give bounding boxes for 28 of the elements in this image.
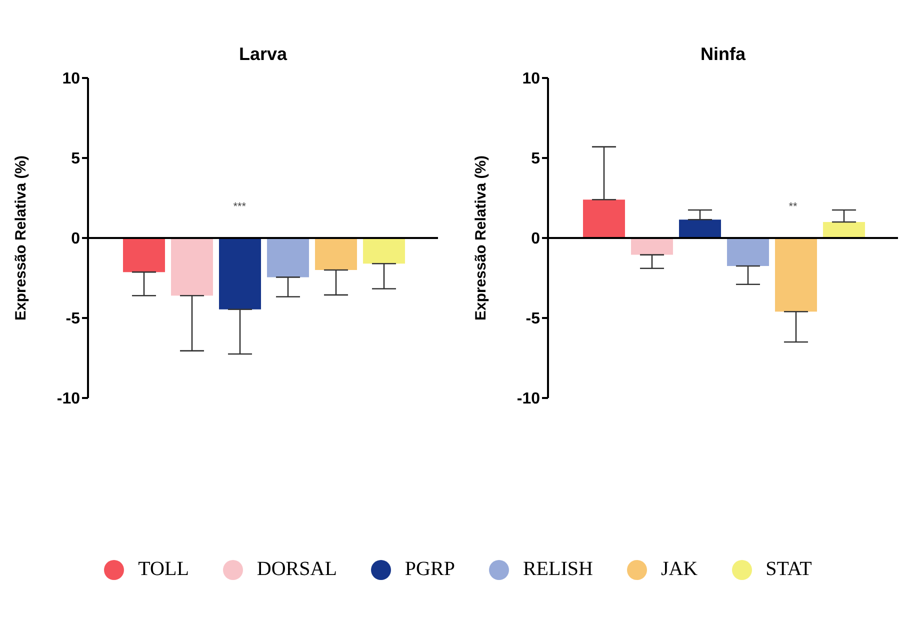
bar — [775, 238, 817, 312]
y-axis-title: Expressão Relativa (%) — [472, 155, 490, 321]
bar — [679, 220, 721, 238]
y-tick-label: -5 — [66, 310, 80, 328]
legend-label: DORSAL — [256, 558, 337, 581]
legend-label: STAT — [766, 558, 812, 581]
y-tick-label: -10 — [56, 390, 80, 408]
y-tick-label: 0 — [531, 230, 540, 248]
y-tick-label: 10 — [62, 70, 80, 88]
legend-label: RELISH — [522, 558, 593, 581]
bar — [631, 238, 673, 255]
y-tick-label: -10 — [516, 390, 540, 408]
y-tick-label: 0 — [71, 230, 80, 248]
legend-label: JAK — [660, 558, 698, 581]
y-tick-label: 5 — [71, 150, 80, 168]
annotation: *** — [232, 201, 248, 214]
legend-label: TOLL — [138, 558, 189, 581]
annotation: ** — [788, 201, 798, 214]
y-tick-label: 5 — [531, 150, 540, 168]
y-axis-title: Expressão Relativa (%) — [12, 155, 30, 321]
bar — [823, 222, 865, 238]
legend-label: PGRP — [404, 558, 455, 581]
y-tick-label: 10 — [522, 70, 540, 88]
bar — [583, 200, 625, 238]
y-tick-label: -5 — [526, 310, 540, 328]
chart-title: Ninfa — [700, 44, 747, 65]
bar — [727, 238, 769, 266]
chart-title: Larva — [238, 44, 288, 65]
